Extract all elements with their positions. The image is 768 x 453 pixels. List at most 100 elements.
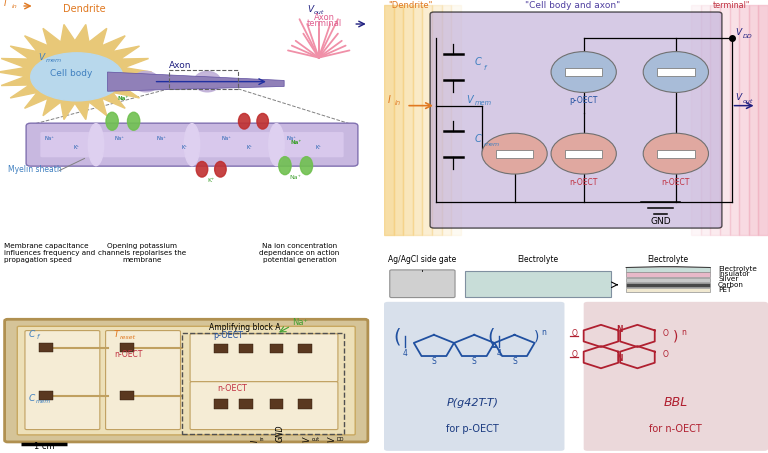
Bar [298, 400, 312, 409]
Text: I: I [4, 0, 6, 8]
Ellipse shape [127, 112, 140, 130]
Bar [657, 150, 694, 158]
Ellipse shape [279, 157, 291, 175]
Bar [239, 400, 253, 409]
Text: Insulator: Insulator [718, 271, 750, 277]
Bar [432, 5, 442, 235]
Text: O: O [663, 329, 668, 338]
Text: n: n [541, 328, 546, 337]
Bar [710, 5, 720, 235]
Ellipse shape [269, 124, 284, 166]
Circle shape [551, 133, 616, 174]
Text: (: ( [488, 328, 495, 347]
Text: p-OECT: p-OECT [213, 332, 243, 341]
Text: 4: 4 [496, 349, 502, 358]
Text: Cell body: Cell body [50, 68, 92, 77]
Text: P(g42T-T): P(g42T-T) [446, 398, 498, 408]
Text: Na⁺: Na⁺ [118, 96, 128, 101]
Text: p-OECT: p-OECT [570, 96, 598, 105]
Bar [239, 344, 253, 353]
Text: Ag/AgCl side gate: Ag/AgCl side gate [389, 255, 456, 265]
Text: Na⁺: Na⁺ [287, 136, 296, 141]
Bar [626, 272, 710, 277]
Text: f: f [484, 65, 486, 71]
FancyBboxPatch shape [430, 12, 722, 228]
Ellipse shape [238, 113, 250, 129]
Text: Na⁺: Na⁺ [114, 136, 124, 141]
Text: Na⁺: Na⁺ [157, 136, 166, 141]
Text: S: S [432, 357, 436, 366]
Text: n-OECT: n-OECT [570, 178, 598, 187]
FancyBboxPatch shape [25, 331, 100, 429]
Bar [39, 343, 53, 352]
Text: K⁺: K⁺ [207, 178, 215, 183]
Ellipse shape [184, 124, 200, 166]
Text: Na⁺: Na⁺ [222, 136, 231, 141]
Bar [700, 5, 710, 235]
Polygon shape [0, 24, 152, 120]
Text: V: V [736, 92, 741, 101]
Bar [565, 150, 602, 158]
Text: V: V [466, 95, 473, 105]
FancyBboxPatch shape [17, 326, 355, 435]
Bar [270, 400, 283, 409]
Text: "Axon
terminal": "Axon terminal" [713, 0, 750, 10]
Ellipse shape [133, 72, 160, 92]
Text: Electrolyte: Electrolyte [517, 255, 558, 265]
Text: I: I [251, 439, 260, 442]
Circle shape [644, 52, 708, 92]
Bar [393, 5, 403, 235]
Bar [298, 344, 312, 353]
Ellipse shape [300, 157, 313, 175]
Ellipse shape [194, 72, 221, 92]
Text: N: N [616, 354, 622, 363]
Text: (: ( [393, 328, 401, 347]
Bar [442, 5, 452, 235]
Text: mem: mem [46, 58, 62, 63]
Text: V: V [38, 53, 45, 62]
Bar [565, 68, 602, 76]
Text: Silver: Silver [718, 276, 739, 283]
Text: K⁺: K⁺ [74, 145, 80, 150]
Text: terminal: terminal [307, 19, 342, 28]
Bar [496, 150, 533, 158]
Bar [39, 391, 53, 400]
Ellipse shape [215, 161, 226, 177]
FancyBboxPatch shape [584, 302, 768, 451]
FancyBboxPatch shape [190, 382, 338, 429]
Ellipse shape [197, 161, 207, 177]
Text: Dendrite: Dendrite [63, 4, 106, 14]
Text: f: f [36, 334, 38, 340]
Text: Electrolyte: Electrolyte [718, 266, 757, 272]
Bar [749, 5, 758, 235]
Text: Na⁺: Na⁺ [290, 140, 301, 145]
Text: out: out [743, 99, 753, 104]
Text: reset: reset [120, 335, 136, 340]
Circle shape [482, 133, 547, 174]
Bar [422, 5, 432, 235]
Text: V: V [303, 437, 312, 442]
FancyBboxPatch shape [26, 123, 358, 166]
Text: Membrane capacitance
influences frequency and
propagation speed: Membrane capacitance influences frequenc… [4, 243, 95, 263]
Text: C: C [474, 134, 481, 144]
Text: C: C [28, 394, 35, 403]
Text: out: out [312, 437, 320, 442]
Text: mem: mem [36, 399, 51, 404]
Text: V: V [307, 5, 313, 14]
Text: Electrolyte: Electrolyte [647, 255, 689, 265]
Text: C: C [28, 330, 35, 339]
Text: V: V [328, 437, 336, 442]
Bar [451, 5, 461, 235]
Text: K⁺: K⁺ [181, 145, 187, 150]
Text: mem: mem [484, 142, 500, 148]
Circle shape [551, 52, 616, 92]
Text: GND: GND [650, 217, 670, 226]
Text: C: C [474, 57, 481, 67]
Text: S: S [512, 357, 517, 366]
Bar [214, 400, 227, 409]
Text: Opening potassium
channels repolarises the
membrane: Opening potassium channels repolarises t… [98, 243, 186, 263]
Text: for n-OECT: for n-OECT [650, 424, 702, 434]
Text: O: O [663, 350, 668, 359]
Bar [384, 5, 393, 235]
Bar [120, 343, 134, 352]
